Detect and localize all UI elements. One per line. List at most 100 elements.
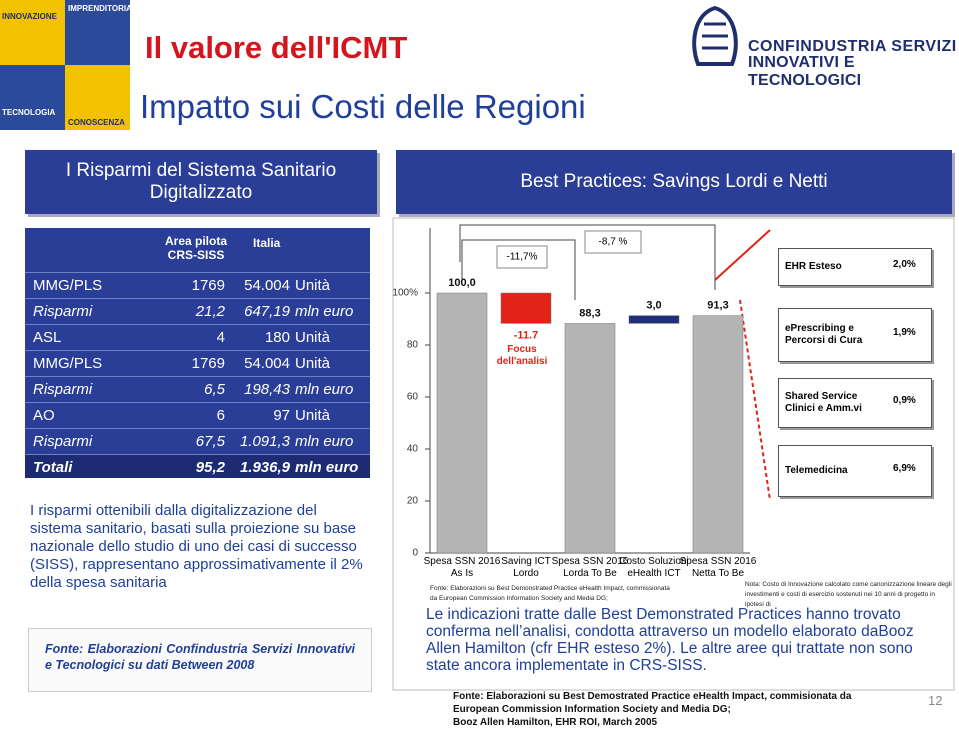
savings-table: Area pilota CRS-SISS Italia MMG/PLS 1769 5…	[25, 228, 370, 478]
table-cell: mln euro	[295, 433, 354, 450]
table-row: MMG/PLS 1769 54.004 Unità	[25, 350, 370, 377]
x-tick-label: Spesa SSN 2016 Netta To Be	[679, 556, 757, 579]
logo-text: CONOSCENZA	[68, 118, 125, 127]
annotation: -8,7 %	[599, 237, 628, 248]
chart-frame	[392, 217, 955, 691]
breakdown-box: Telemedicina	[778, 445, 932, 497]
table-cell: 21,2	[195, 303, 225, 320]
table-cell: 54.004	[244, 277, 290, 294]
breakdown-name: Telemedicina	[785, 465, 848, 476]
logo-text: TECNOLOGIA	[2, 108, 56, 117]
bar	[564, 323, 616, 554]
table-row: MMG/PLS 1769 54.004 Unità	[25, 272, 370, 299]
table-cell: 647,19	[244, 303, 290, 320]
page-number: 12	[928, 693, 943, 708]
table-cell: 1769	[191, 355, 225, 372]
logo-text: CONFINDUSTRIA SERVIZI	[748, 38, 957, 55]
logo-text: INNOVAZIONE	[2, 12, 57, 21]
table-header: Area pilota CRS-SISS	[165, 234, 228, 262]
bar	[500, 292, 552, 324]
chart-note: Nota: Costo di Innovazione calcolato com…	[745, 581, 952, 608]
source-line: Booz Allen Hamilton, EHR ROI, March 2005	[453, 717, 658, 728]
table-cell: MMG/PLS	[33, 277, 103, 294]
table-cell: 4	[216, 329, 225, 346]
table-row: Risparmi 21,2 647,19 mln euro	[25, 298, 370, 325]
table-cell: 1.936,9	[239, 459, 290, 476]
bracket	[461, 239, 576, 300]
y-tick-label: 0	[412, 548, 418, 559]
table-cell: Risparmi	[33, 433, 93, 450]
y-tick-label: 20	[407, 496, 419, 507]
table-row: Risparmi 67,5 1.091,3 mln euro	[25, 428, 370, 455]
y-tick-label: 80	[407, 340, 419, 351]
source-line: Fonte: Elaborazioni su Best Demostrated …	[453, 691, 852, 702]
source-text: Fonte: Elaborazioni Confindustria Serviz…	[45, 642, 355, 672]
breakdown-share: 6,9%	[893, 463, 916, 474]
source-lines: Fonte: Elaborazioni su Best Demostrated …	[453, 690, 851, 729]
table-cell: Unità	[295, 355, 331, 372]
breakdown-box: EHR Esteso	[778, 248, 932, 286]
value-label: -11.7	[514, 329, 538, 341]
annotation: Focus dell'analisi	[496, 344, 548, 367]
bar	[692, 315, 744, 554]
value-label: 88,3	[579, 307, 600, 319]
breakdown-box: Shared Service Clinici e Amm.vi	[778, 378, 932, 428]
table-cell: Unità	[295, 277, 331, 294]
table-cell: Totali	[33, 459, 73, 476]
breakdown-name: Shared Service Clinici e Amm.vi	[785, 391, 862, 414]
logo-text: INNOVATIVI E TECNOLOGICI	[748, 54, 862, 89]
breakdown-name: EHR Esteso	[785, 261, 842, 272]
table-cell: 198,43	[244, 381, 290, 398]
annotation-box	[496, 245, 548, 269]
breakdown-share: 2,0%	[893, 259, 916, 270]
source-box: Fonte: Elaborazioni Confindustria Serviz…	[28, 628, 372, 692]
table-cell: 54.004	[244, 355, 290, 372]
x-tick-label: Saving ICT Lordo	[501, 556, 551, 579]
table-cell: AO	[33, 407, 55, 424]
table-cell: MMG/PLS	[33, 355, 103, 372]
body-text: I risparmi ottenibili dalla digitalizzaz…	[30, 502, 363, 591]
y-tick-label: 60	[407, 392, 419, 403]
value-label: 91,3	[707, 300, 728, 312]
value-label: 100,0	[448, 277, 476, 289]
subtitle: Impatto sui Costi delle Regioni	[140, 88, 586, 125]
table-cell: Unità	[295, 407, 331, 424]
table-cell: 67,5	[195, 433, 225, 450]
panel-heading: I Risparmi del Sistema Sanitario Digital…	[25, 150, 377, 214]
table-row: Risparmi 6,5 198,43 mln euro	[25, 376, 370, 403]
table-cell: 6,5	[204, 381, 225, 398]
table-cell: Risparmi	[33, 381, 93, 398]
breakdown-name: ePrescribing e Percorsi di Cura	[785, 323, 863, 346]
annotation: -11,7%	[507, 252, 538, 263]
table-cell: Unità	[295, 329, 331, 346]
table-cell: 1.091,3	[239, 433, 290, 450]
table-cell: 180	[264, 329, 290, 346]
table-cell: 1769	[191, 277, 225, 294]
value-label: 3,0	[646, 300, 661, 312]
bar	[436, 292, 488, 554]
connector	[714, 229, 771, 281]
logo-left: INNOVAZIONE IMPRENDITORIA TECNOLOGIA CON…	[0, 0, 132, 130]
y-tick-label: 40	[407, 444, 419, 455]
x-tick-label: Spesa SSN 2016 As Is	[423, 556, 501, 579]
table-row: Totali 95,2 1.936,9 mln euro	[25, 454, 370, 478]
bracket	[459, 224, 716, 290]
breakdown-box: ePrescribing e Percorsi di Cura	[778, 308, 932, 362]
table-cell: ASL	[33, 329, 62, 346]
table-row: AO 6 97 Unità	[25, 402, 370, 429]
annotation-box	[584, 230, 642, 254]
table-header: Italia	[253, 236, 281, 250]
breakdown-share: 0,9%	[893, 395, 916, 406]
table-cell: 97	[273, 407, 290, 424]
bar	[628, 315, 680, 324]
panel-heading: Best Practices: Savings Lordi e Netti	[396, 150, 952, 214]
x-tick-label: Spesa SSN 2016 Lorda To Be	[551, 556, 629, 579]
logo-text: IMPRENDITORIA	[68, 4, 132, 13]
y-tick-label: 100%	[392, 288, 418, 299]
table-cell: 95,2	[195, 459, 225, 476]
body-text: Le indicazioni tratte dalle Best Demonst…	[426, 606, 914, 674]
table-cell: mln euro	[295, 381, 354, 398]
table-cell: mln euro	[295, 303, 354, 320]
